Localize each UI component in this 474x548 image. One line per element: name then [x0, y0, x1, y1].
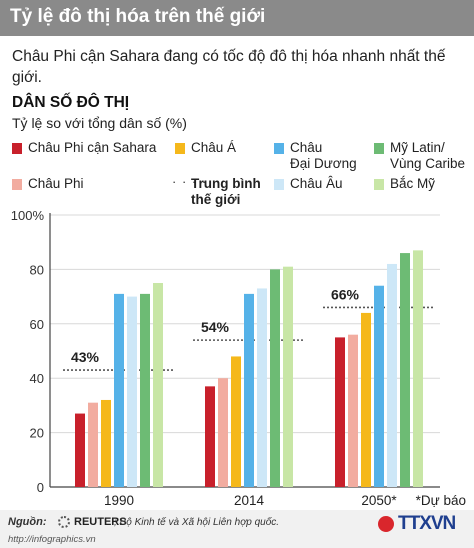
bar	[88, 402, 98, 487]
bar	[361, 312, 371, 487]
y-tick-label: 0	[37, 480, 44, 495]
legend-label-line: Đại Dương	[290, 156, 357, 171]
world-average-label: 66%	[331, 286, 360, 302]
world-average-label: 43%	[71, 349, 100, 365]
legend-marker-average-line: · · · ·	[172, 174, 208, 189]
legend-label-line: Vùng Caribe	[390, 156, 466, 171]
section-subheading: Tỷ lệ so với tổng dân số (%)	[12, 115, 187, 131]
legend-label-trung-binh: Trung bình thế giới	[191, 176, 261, 208]
site-link[interactable]: http://infographics.vn	[8, 534, 96, 545]
bar	[257, 288, 267, 487]
title-bar: Tỷ lệ đô thị hóa trên thế giới	[0, 0, 474, 36]
section-heading: DÂN SỐ ĐÔ THỊ	[12, 94, 130, 111]
footer	[0, 510, 474, 548]
legend-label-line: Mỹ Latin/	[390, 140, 445, 155]
bar	[283, 266, 293, 487]
y-tick-label: 100%	[11, 208, 45, 223]
bar	[101, 399, 111, 487]
subtitle: Châu Phi cận Sahara đang có tốc độ đô th…	[12, 48, 446, 86]
agency-logo-text: TTXVN	[398, 513, 456, 534]
page-title: Tỷ lệ đô thị hóa trên thế giới	[10, 6, 266, 27]
legend-label-chau-dai-duong: Châu Đại Dương	[290, 140, 357, 172]
bar	[348, 334, 358, 487]
source-label: Nguồn:	[8, 516, 47, 528]
bar	[270, 269, 280, 487]
y-tick-label: 40	[30, 371, 44, 386]
legend-label-my-latin: Mỹ Latin/ Vùng Caribe	[390, 140, 465, 172]
x-tick-label: 2014	[234, 493, 265, 508]
legend-swatch-my-latin	[374, 143, 384, 154]
legend-label-chau-au: Châu Âu	[290, 176, 343, 191]
y-tick-label: 60	[30, 317, 44, 332]
x-tick-label: 2050*	[361, 493, 397, 508]
bar	[114, 293, 124, 487]
bar	[218, 378, 228, 487]
legend-swatch-bac-my	[374, 179, 384, 190]
legend-label-bac-my: Bắc Mỹ	[390, 176, 436, 191]
bar	[244, 293, 254, 487]
bar	[400, 253, 410, 487]
legend-swatch-chau-a	[175, 143, 185, 154]
legend-swatch-chau-phi	[12, 179, 22, 190]
bar	[75, 413, 85, 487]
legend-swatch-chau-dai-duong	[274, 143, 284, 154]
bar	[231, 356, 241, 487]
bar	[374, 285, 384, 487]
bar	[335, 337, 345, 487]
legend-label-chau-phi-can-sahara: Châu Phi cận Sahara	[28, 140, 157, 155]
legend-swatch-chau-au	[274, 179, 284, 190]
source-reuters: REUTERS	[74, 516, 127, 528]
forecast-note: *Dự báo	[416, 493, 466, 508]
world-average-label: 54%	[201, 319, 230, 335]
x-tick-label: 1990	[104, 493, 134, 508]
bar	[413, 250, 423, 487]
bar	[205, 386, 215, 487]
y-tick-label: 80	[30, 262, 44, 277]
legend-swatch-chau-phi-can-sahara	[12, 143, 22, 154]
bar	[140, 293, 150, 487]
ttxvn-logo-icon	[378, 516, 394, 532]
legend-label-line: Châu	[290, 140, 323, 155]
legend-label-line: Trung bình	[191, 176, 261, 191]
legend-label-chau-a: Châu Á	[191, 140, 237, 155]
bar	[127, 296, 137, 487]
source-text: ; Bộ Kinh tế và Xã hội Liên hợp quốc.	[114, 517, 280, 528]
reuters-logo-icon	[58, 516, 70, 528]
bar	[153, 283, 163, 487]
legend-label-chau-phi: Châu Phi	[28, 176, 84, 191]
legend-label-line: thế giới	[191, 192, 241, 207]
bar	[387, 263, 397, 487]
y-tick-label: 20	[30, 426, 44, 441]
